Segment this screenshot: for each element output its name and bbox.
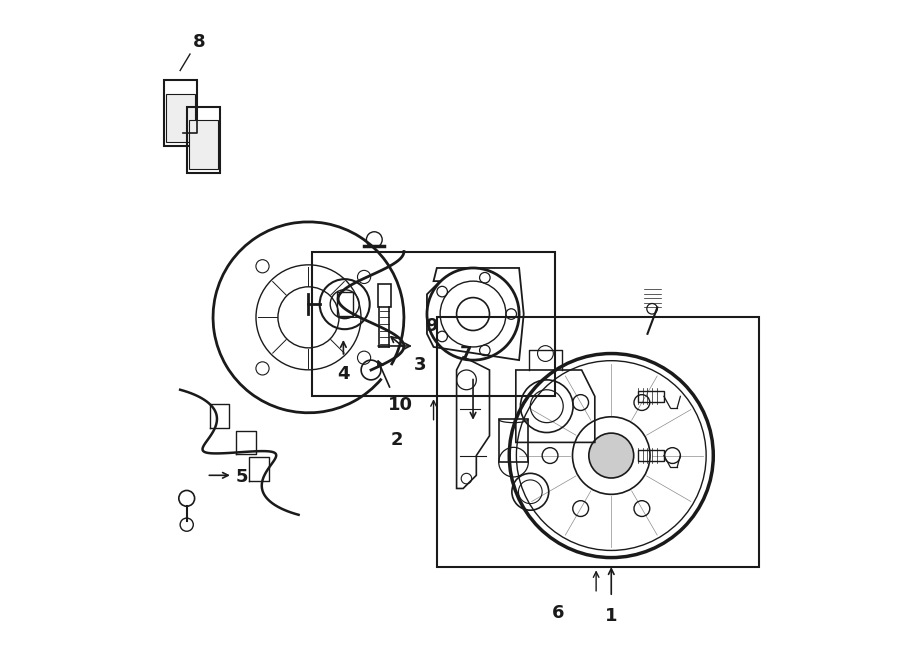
Text: 7: 7 (460, 346, 473, 364)
Text: 3: 3 (414, 356, 427, 373)
Bar (637, 450, 664, 461)
Circle shape (589, 433, 634, 478)
Text: 1: 1 (605, 607, 617, 625)
Bar (637, 391, 664, 402)
Bar (378, 284, 391, 307)
Bar (311, 252, 555, 397)
Bar (436, 317, 760, 567)
Text: 10: 10 (388, 397, 413, 414)
Text: 4: 4 (338, 365, 349, 383)
Text: 5: 5 (236, 467, 248, 486)
Bar (499, 419, 528, 462)
Bar (337, 292, 353, 316)
Text: 8: 8 (194, 33, 206, 51)
Text: 2: 2 (392, 430, 403, 449)
Text: 9: 9 (425, 317, 437, 335)
Text: 6: 6 (553, 603, 565, 621)
Polygon shape (166, 94, 194, 142)
Polygon shape (189, 120, 218, 169)
